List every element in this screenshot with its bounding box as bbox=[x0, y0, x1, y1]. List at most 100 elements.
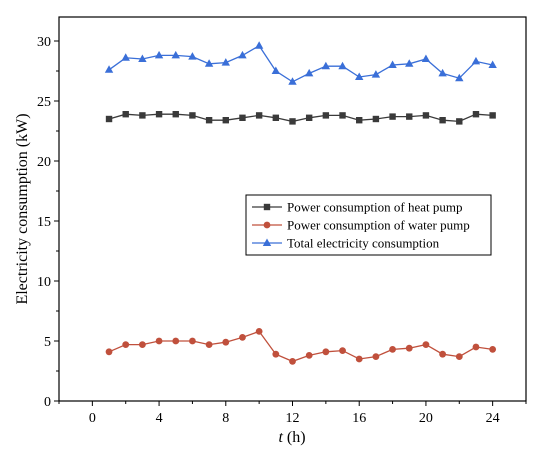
x-tick-label: 16 bbox=[352, 411, 366, 426]
data-point bbox=[371, 70, 381, 78]
data-point bbox=[405, 344, 413, 352]
data-point bbox=[338, 61, 347, 70]
data-point bbox=[439, 350, 447, 358]
data-point bbox=[122, 111, 129, 118]
data-point bbox=[472, 343, 480, 351]
data-point bbox=[105, 348, 113, 356]
data-point bbox=[322, 348, 330, 356]
data-point bbox=[205, 117, 213, 124]
data-point bbox=[456, 118, 463, 125]
data-point bbox=[121, 53, 130, 61]
x-tick-label: 8 bbox=[222, 411, 229, 426]
y-tick-label: 0 bbox=[44, 395, 51, 410]
legend-items: Power consumption of heat pump Power cons… bbox=[252, 200, 470, 251]
data-point bbox=[488, 60, 497, 68]
data-point bbox=[221, 58, 230, 66]
data-point bbox=[172, 111, 179, 118]
data-point bbox=[239, 334, 246, 341]
data-point bbox=[439, 117, 446, 124]
series-2 bbox=[105, 328, 497, 365]
legend-marker bbox=[263, 203, 271, 211]
data-point bbox=[289, 118, 296, 125]
data-point bbox=[388, 60, 397, 68]
legend-label: Power consumption of water pump bbox=[287, 218, 470, 233]
y-tick-label: 20 bbox=[37, 155, 51, 170]
legend: Power consumption of heat pump Power cons… bbox=[245, 194, 492, 256]
data-point bbox=[272, 350, 280, 358]
data-point bbox=[472, 111, 480, 118]
data-point bbox=[455, 353, 463, 360]
legend-label: Total electricity consumption bbox=[287, 236, 440, 251]
data-point bbox=[438, 68, 447, 77]
x-axis: 0 4 8 12 16 20 24 bbox=[58, 401, 527, 426]
data-point bbox=[239, 114, 246, 121]
data-point bbox=[489, 112, 496, 119]
data-point bbox=[105, 115, 113, 123]
data-point bbox=[389, 346, 396, 353]
y-tick-label: 25 bbox=[37, 95, 51, 110]
data-point bbox=[122, 341, 130, 348]
data-point bbox=[422, 341, 430, 348]
legend-marker bbox=[262, 238, 272, 246]
x-tick-label: 4 bbox=[156, 411, 163, 426]
data-point bbox=[205, 341, 213, 348]
data-point bbox=[155, 111, 163, 118]
data-point bbox=[305, 352, 313, 359]
data-point bbox=[339, 112, 346, 119]
data-point bbox=[356, 117, 363, 124]
data-point bbox=[355, 355, 363, 363]
data-point bbox=[405, 59, 414, 67]
data-point bbox=[389, 113, 396, 120]
data-point bbox=[406, 113, 413, 120]
y-axis: 0 5 10 15 20 25 30 bbox=[37, 35, 59, 410]
data-point bbox=[138, 341, 146, 348]
series-line bbox=[108, 113, 493, 123]
legend-marker bbox=[263, 221, 271, 229]
data-point bbox=[189, 337, 196, 345]
y-tick-label: 15 bbox=[37, 215, 51, 230]
data-point bbox=[355, 72, 364, 80]
data-point bbox=[489, 346, 497, 353]
data-point bbox=[255, 328, 263, 335]
legend-label: Power consumption of heat pump bbox=[287, 200, 462, 215]
series-layer bbox=[104, 41, 497, 365]
series-3 bbox=[104, 41, 497, 85]
series-1 bbox=[105, 111, 496, 125]
data-point bbox=[222, 117, 229, 124]
data-point bbox=[421, 54, 431, 62]
data-point bbox=[289, 358, 296, 365]
legend-box bbox=[245, 194, 492, 256]
data-point bbox=[372, 353, 380, 360]
data-point bbox=[171, 50, 180, 59]
data-point bbox=[455, 73, 464, 82]
x-tick-label: 12 bbox=[286, 411, 300, 426]
data-point bbox=[189, 112, 196, 119]
series-line bbox=[108, 44, 493, 83]
data-point bbox=[471, 56, 481, 65]
x-tick-label: 0 bbox=[89, 411, 96, 426]
data-point bbox=[155, 337, 163, 345]
data-point bbox=[172, 337, 180, 345]
x-tick-label: 20 bbox=[419, 411, 433, 426]
series-line bbox=[108, 330, 493, 363]
data-point bbox=[204, 59, 214, 67]
data-point bbox=[304, 68, 314, 77]
y-axis-title: Electricity consumption (kW) bbox=[14, 113, 31, 304]
data-point bbox=[138, 54, 147, 62]
data-point bbox=[254, 41, 264, 49]
data-point bbox=[238, 50, 247, 59]
y-tick-label: 10 bbox=[37, 275, 51, 290]
data-point bbox=[322, 112, 330, 119]
y-tick-label: 5 bbox=[44, 335, 51, 350]
data-point bbox=[154, 50, 164, 59]
data-point bbox=[188, 52, 197, 60]
legend-item: Total electricity consumption bbox=[252, 236, 440, 251]
data-point bbox=[104, 65, 114, 73]
data-point bbox=[255, 112, 263, 119]
legend-item: Power consumption of heat pump bbox=[252, 200, 462, 215]
data-point bbox=[288, 77, 297, 85]
data-point bbox=[339, 347, 346, 354]
data-point bbox=[272, 114, 280, 121]
data-point bbox=[222, 338, 230, 346]
data-point bbox=[271, 66, 281, 74]
